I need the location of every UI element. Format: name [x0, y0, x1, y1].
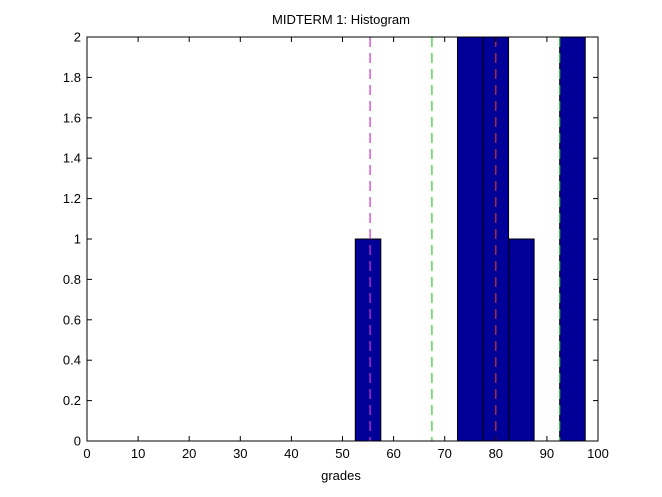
x-axis-ticks: 0 10 20 30 40 50 60 70 80 90 100 [83, 37, 609, 461]
reference-lines [369, 37, 561, 441]
chart-title: MIDTERM 1: Histogram [272, 12, 410, 27]
x-tick-label: 40 [284, 446, 298, 461]
x-tick-label: 10 [131, 446, 145, 461]
x-tick-label: 60 [386, 446, 400, 461]
histogram-bar [456, 36, 484, 442]
y-tick-label: 0.6 [63, 312, 81, 327]
x-tick-label: 70 [437, 446, 451, 461]
y-tick-label: 0.2 [63, 393, 81, 408]
y-tick-label: 1.4 [63, 151, 81, 166]
y-tick-label: 0.4 [63, 353, 81, 368]
x-tick-label: 90 [540, 446, 554, 461]
y-tick-label: 1 [74, 232, 81, 247]
x-tick-label: 20 [182, 446, 196, 461]
y-axis-ticks: 0 0.2 0.4 0.6 0.8 1 1.2 1.4 1.6 1.8 2 [63, 30, 598, 449]
y-tick-label: 2 [74, 30, 81, 45]
y-tick-label: 1.6 [63, 110, 81, 125]
y-tick-label: 1.2 [63, 191, 81, 206]
x-tick-label: 30 [233, 446, 247, 461]
x-tick-label: 50 [335, 446, 349, 461]
histogram-bar [354, 238, 382, 442]
y-tick-label: 0.8 [63, 272, 81, 287]
x-tick-label: 0 [83, 446, 90, 461]
x-tick-label: 80 [489, 446, 503, 461]
y-tick-label: 0 [74, 434, 81, 449]
histogram-bar [559, 36, 586, 442]
x-axis-label: grades [321, 468, 361, 483]
y-tick-label: 1.8 [63, 70, 81, 85]
x-tick-label: 100 [587, 446, 609, 461]
histogram-bar [508, 238, 535, 442]
